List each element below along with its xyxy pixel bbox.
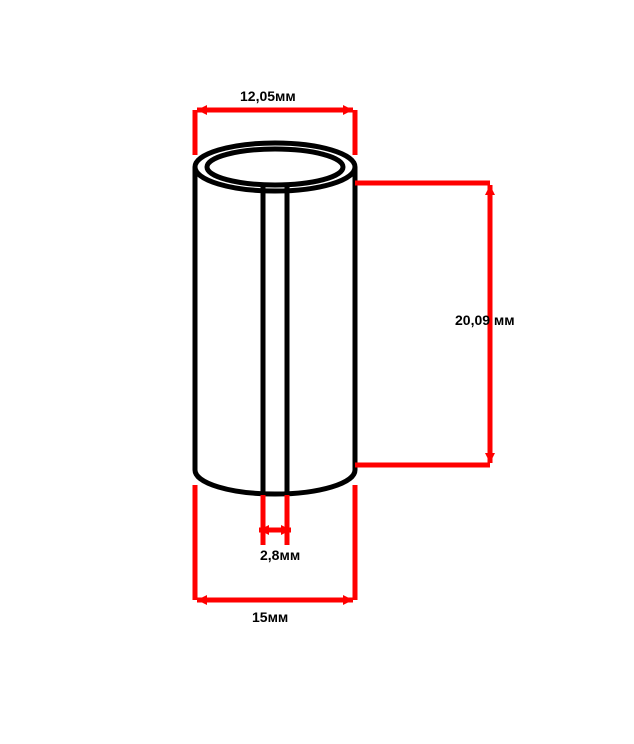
dim-top-label: 12,05мм xyxy=(240,88,296,104)
dim-slot-label: 2,8мм xyxy=(260,547,300,563)
dim-right-label: 20,09 мм xyxy=(455,312,515,328)
diagram-canvas xyxy=(0,0,634,744)
cylinder-top-inner xyxy=(207,149,343,185)
dimension-bottom xyxy=(195,485,355,600)
cylinder-shape xyxy=(195,143,355,494)
dim-bottom-label: 15мм xyxy=(252,609,288,625)
cylinder-bottom-arc xyxy=(195,470,355,494)
dimension-slot xyxy=(259,495,291,545)
